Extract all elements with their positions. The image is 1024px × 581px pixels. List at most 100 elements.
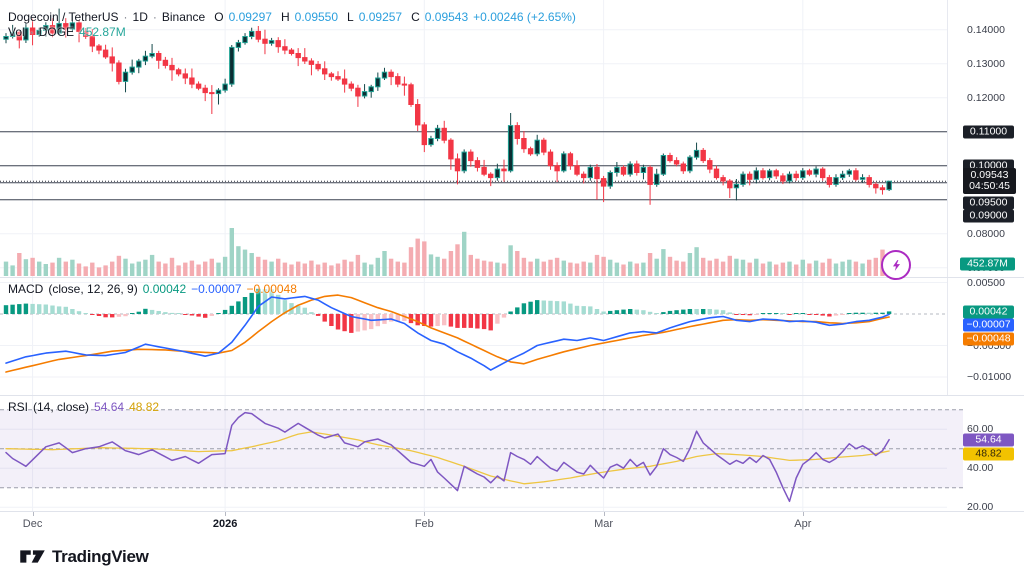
pane-separator[interactable] xyxy=(0,395,1024,396)
rsi-title[interactable]: RSI xyxy=(8,400,29,414)
symbol-title[interactable]: Dogecoin / TetherUS xyxy=(8,10,119,24)
volume-bar xyxy=(681,261,686,276)
volume-bar xyxy=(222,256,228,276)
macd-histogram-bar xyxy=(674,310,679,314)
price-level-badge: 0.09500 xyxy=(963,196,1014,210)
macd-histogram-bar xyxy=(216,313,221,314)
volume-bar xyxy=(355,254,361,276)
macd-histogram-bar xyxy=(110,314,115,318)
candle-body xyxy=(441,127,447,141)
candle-body xyxy=(607,172,613,187)
candle-body xyxy=(547,151,554,167)
volume-bar xyxy=(760,263,766,276)
candle-body xyxy=(96,45,102,51)
macd-histogram-bar xyxy=(867,312,872,314)
candle-body xyxy=(229,46,235,85)
exchange-name[interactable]: Binance xyxy=(161,10,206,24)
macd-histogram-bar xyxy=(767,313,772,314)
volume-bar xyxy=(667,256,673,276)
macd-value-badge: −0.00007 xyxy=(963,318,1014,332)
volume-bar xyxy=(276,258,281,276)
volume-bar xyxy=(654,258,659,276)
candle-body xyxy=(634,163,640,173)
macd-histogram-bar xyxy=(634,309,639,314)
macd-histogram-bar xyxy=(681,309,686,314)
macd-histogram-bar xyxy=(873,312,878,314)
candle-body xyxy=(209,92,215,95)
candle-body xyxy=(361,91,368,97)
macd-histogram-bar xyxy=(462,314,467,328)
volume-bar xyxy=(448,251,454,276)
price-level-badge: 0.11000 xyxy=(963,125,1014,139)
volume-bar xyxy=(694,247,699,276)
candle-body xyxy=(388,71,394,78)
candle-body xyxy=(859,177,866,180)
candle-body xyxy=(235,42,242,48)
rsi-pane-canvas[interactable] xyxy=(0,396,963,511)
volume-bar xyxy=(189,260,195,276)
macd-histogram-bar xyxy=(83,313,88,314)
macd-histogram-bar xyxy=(402,314,407,321)
low-label: L xyxy=(347,10,354,24)
macd-histogram-bar xyxy=(56,306,62,314)
macd-histogram-bar xyxy=(196,314,201,317)
tradingview-logo[interactable]: TradingView xyxy=(20,546,149,567)
macd-histogram-bar xyxy=(588,306,593,314)
time-axis[interactable]: Dec 2026 Feb Mar Apr xyxy=(0,511,1024,538)
macd-value-badge: 0.00042 xyxy=(963,305,1014,318)
volume-bar xyxy=(521,257,527,276)
volume-bar xyxy=(468,254,473,276)
macd-pane-canvas[interactable] xyxy=(0,278,947,395)
pane-separator[interactable] xyxy=(0,277,1024,278)
macd-histogram-bar xyxy=(37,304,42,314)
macd-histogram-bar xyxy=(163,312,168,314)
volume-bar xyxy=(309,260,314,276)
candle-body xyxy=(36,29,42,35)
candle-body xyxy=(833,177,839,185)
candle-body xyxy=(102,49,109,58)
candle-body xyxy=(136,60,142,68)
macd-histogram-bar xyxy=(740,314,746,315)
candle-body xyxy=(488,173,494,179)
macd-histogram-bar xyxy=(734,314,739,315)
candle-body xyxy=(853,170,859,180)
price-scale-border xyxy=(947,0,948,395)
macd-histogram-bar xyxy=(760,313,766,314)
candle-body xyxy=(149,53,155,57)
candle-body xyxy=(315,63,321,70)
volume-bar xyxy=(149,254,155,276)
boost-lightning-button[interactable] xyxy=(881,250,911,280)
volume-bar xyxy=(242,249,248,276)
macd-histogram-bar xyxy=(136,311,141,314)
volume-bar xyxy=(634,263,639,276)
volume-bar xyxy=(375,257,380,276)
macd-histogram-bar xyxy=(720,310,726,314)
change-value: +0.00246 (+2.65%) xyxy=(473,10,576,24)
volume-bar xyxy=(315,264,321,276)
macd-histogram-bar xyxy=(774,313,779,314)
volume-badge: 452.87M xyxy=(960,257,1015,271)
candle-body xyxy=(76,22,82,32)
candle-body xyxy=(129,66,135,73)
price-pane-canvas[interactable] xyxy=(0,0,947,278)
macd-title[interactable]: MACD xyxy=(8,282,44,296)
bar-countdown: 04:50:45 xyxy=(969,180,1010,193)
volume-bar xyxy=(3,261,9,276)
candle-body xyxy=(56,23,62,34)
interval-value[interactable]: 1D xyxy=(132,10,148,24)
volume-bar xyxy=(853,261,859,276)
candle-body xyxy=(328,73,335,78)
volume-bar xyxy=(561,260,566,276)
macd-histogram-bar xyxy=(687,309,693,314)
candle-body xyxy=(780,175,786,182)
candle-body xyxy=(693,149,700,158)
macd-histogram-bar xyxy=(787,314,792,315)
macd-histogram-bar xyxy=(309,312,314,314)
time-tick-mark xyxy=(424,512,426,516)
volume-bar xyxy=(674,260,679,276)
legend-separator: · xyxy=(152,10,157,24)
volume-label[interactable]: Vol xyxy=(8,25,25,39)
macd-line-value: −0.00007 xyxy=(191,282,242,296)
price-tick-label: 0.12000 xyxy=(967,91,1005,104)
macd-histogram-bar xyxy=(236,301,241,314)
